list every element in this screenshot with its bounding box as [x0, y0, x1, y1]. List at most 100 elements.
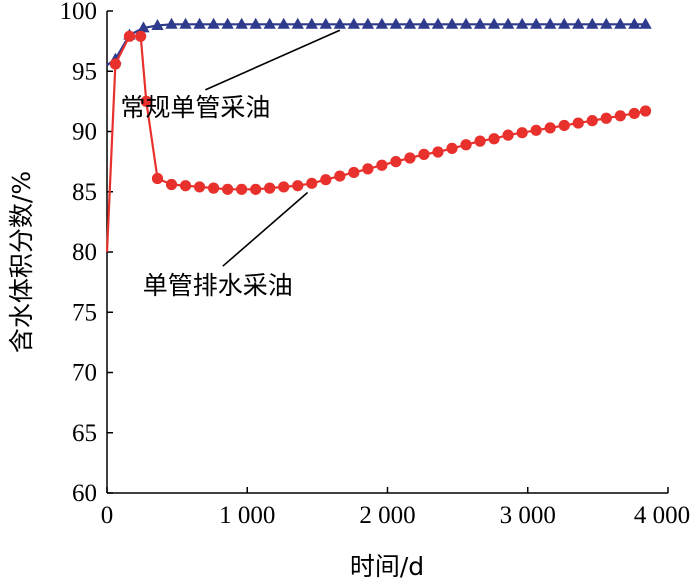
data-point-circle: [179, 180, 192, 192]
data-point-triangle: [558, 17, 571, 29]
data-point-triangle: [586, 17, 599, 29]
data-point-triangle: [501, 17, 515, 29]
data-point-circle: [292, 180, 304, 192]
data-point-triangle: [614, 17, 627, 29]
data-point-circle: [502, 129, 514, 141]
data-point-circle: [516, 127, 528, 139]
data-point-triangle: [459, 17, 473, 29]
data-point-circle: [474, 135, 486, 147]
data-point-circle: [207, 182, 220, 194]
data-point-circle: [530, 124, 542, 136]
data-point-triangle: [600, 17, 613, 29]
x-tick-label: 0: [101, 502, 114, 529]
data-point-triangle: [572, 17, 585, 29]
y-tick-label: 85: [72, 179, 97, 206]
data-point-triangle: [361, 17, 375, 29]
data-point-triangle: [179, 17, 192, 29]
data-point-circle: [362, 163, 374, 175]
data-point-triangle: [628, 17, 641, 29]
series-line-2: [105, 35, 646, 253]
data-point-triangle: [487, 17, 501, 29]
data-point-circle: [135, 30, 147, 42]
data-point-circle: [376, 159, 388, 171]
data-point-triangle: [277, 17, 290, 29]
series-2: [105, 30, 652, 253]
x-tick-label: 2 000: [359, 502, 415, 529]
annotation-label-1: 常规单管采油: [120, 93, 270, 122]
data-point-circle: [348, 166, 360, 179]
series-line-1: [106, 23, 646, 67]
annotation-leader-2: [222, 191, 309, 267]
y-tick-label: 90: [72, 119, 97, 146]
data-point-circle: [446, 142, 458, 154]
x-tick-label: 3 000: [500, 502, 556, 529]
series-layer: [105, 17, 652, 253]
data-point-triangle: [333, 17, 346, 29]
data-point-circle: [544, 122, 556, 134]
data-point-circle: [109, 58, 122, 70]
annotation-label-2: 单管排水采油: [143, 271, 293, 300]
data-point-circle: [193, 181, 206, 193]
data-point-circle: [165, 178, 178, 191]
data-point-circle: [586, 115, 598, 127]
data-point-circle: [558, 119, 570, 132]
data-point-triangle: [403, 17, 417, 29]
data-point-circle: [404, 152, 416, 164]
data-point-circle: [600, 112, 612, 124]
data-point-triangle: [193, 17, 206, 29]
data-point-triangle: [431, 17, 445, 29]
data-point-triangle: [639, 17, 652, 29]
data-point-circle: [236, 183, 248, 195]
data-point-triangle: [263, 17, 276, 29]
data-point-triangle: [375, 17, 389, 29]
data-point-triangle: [291, 17, 304, 29]
data-point-triangle: [235, 17, 248, 29]
data-point-triangle: [473, 17, 487, 29]
y-tick-label: 75: [72, 299, 97, 326]
data-point-circle: [488, 133, 500, 145]
data-point-circle: [432, 146, 444, 158]
data-point-triangle: [529, 17, 543, 29]
data-point-triangle: [445, 17, 459, 29]
y-tick-label: 70: [72, 360, 97, 387]
y-tick-label: 80: [72, 239, 97, 266]
data-point-triangle: [319, 17, 332, 29]
x-tick-label: 1 000: [219, 502, 275, 529]
data-point-circle: [639, 105, 652, 117]
data-point-triangle: [207, 17, 220, 29]
data-point-triangle: [221, 17, 234, 29]
data-point-circle: [614, 110, 626, 122]
data-point-circle: [460, 139, 472, 151]
data-point-circle: [334, 170, 346, 182]
data-point-triangle: [389, 17, 403, 29]
data-point-triangle: [417, 17, 431, 29]
data-point-circle: [151, 172, 164, 185]
y-axis-title: 含水体积分数/%: [7, 171, 36, 353]
data-point-circle: [418, 148, 430, 160]
data-point-circle: [278, 181, 290, 193]
x-tick-label: 4 000: [634, 502, 690, 529]
annotation-leader-1: [205, 29, 341, 91]
data-point-triangle: [165, 17, 178, 29]
x-axis-title: 时间/d: [350, 552, 424, 581]
data-point-circle: [250, 183, 262, 195]
series-1: [106, 17, 652, 67]
data-point-triangle: [347, 17, 361, 29]
data-point-circle: [628, 107, 640, 120]
data-point-circle: [306, 177, 318, 189]
data-point-triangle: [515, 17, 529, 29]
data-point-triangle: [544, 17, 557, 29]
data-point-circle: [140, 95, 152, 107]
data-point-circle: [222, 183, 234, 195]
data-point-triangle: [137, 21, 150, 33]
data-point-triangle: [249, 17, 262, 29]
data-point-triangle: [151, 18, 164, 31]
y-tick-label: 60: [72, 480, 97, 507]
data-point-circle: [390, 156, 402, 168]
data-point-circle: [572, 117, 584, 129]
data-point-triangle: [305, 17, 318, 29]
data-point-circle: [264, 182, 276, 194]
data-point-circle: [320, 174, 332, 186]
